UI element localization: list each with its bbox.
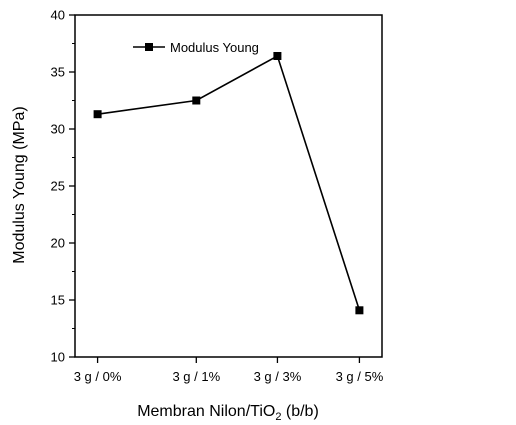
plot-area [74, 14, 383, 358]
y-tick-label: 30 [51, 122, 65, 137]
data-point [192, 96, 201, 105]
x-axis-title-tail: (b/b) [281, 403, 318, 420]
series-line [97, 54, 361, 311]
x-axis-title-subscript: 2 [275, 411, 281, 423]
y-tick-label: 35 [51, 65, 65, 80]
x-axis: 3 g / 0% 3 g / 1% 3 g / 3% 3 g / 5% [74, 357, 384, 384]
x-tick-label: 3 g / 3% [254, 369, 302, 384]
data-point [93, 110, 102, 119]
legend: Modulus Young [133, 40, 259, 55]
x-tick-label: 3 g / 0% [74, 369, 122, 384]
y-tick-label: 10 [51, 350, 65, 365]
series-layer [93, 52, 364, 315]
x-axis-title-main: Membran Nilon/TiO [137, 403, 275, 420]
data-point [355, 306, 364, 315]
x-axis-title: Membran Nilon/TiO2 (b/b) [137, 403, 319, 423]
y-tick-label: 40 [51, 8, 65, 23]
legend-label: Modulus Young [170, 40, 259, 55]
y-tick-label: 15 [51, 293, 65, 308]
x-tick-label: 3 g / 1% [172, 369, 220, 384]
data-point [273, 52, 282, 60]
y-axis-title: Modulus Young (MPa) [11, 106, 28, 263]
legend-marker [145, 43, 153, 51]
x-tick-label: 3 g / 5% [336, 369, 384, 384]
plot-frame [74, 14, 383, 358]
y-axis: 10 15 20 25 30 35 40 [51, 8, 75, 365]
y-tick-label: 25 [51, 179, 65, 194]
y-tick-label: 20 [51, 236, 65, 251]
